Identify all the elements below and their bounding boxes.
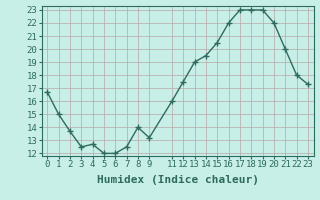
X-axis label: Humidex (Indice chaleur): Humidex (Indice chaleur) xyxy=(97,175,259,185)
